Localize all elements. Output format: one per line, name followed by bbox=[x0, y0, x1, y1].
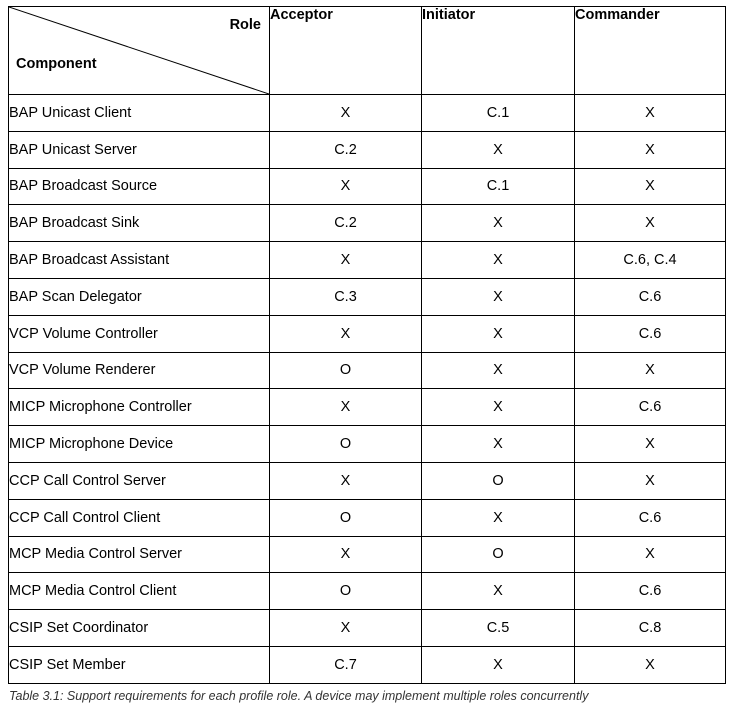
initiator-value-cell: X bbox=[421, 241, 575, 279]
initiator-value-cell: X bbox=[421, 130, 575, 169]
commander-value-cell: C.6 bbox=[574, 498, 726, 537]
column-header-initiator: Initiator bbox=[421, 6, 575, 95]
component-name-cell: CCP Call Control Server bbox=[8, 461, 270, 500]
component-name-cell: BAP Unicast Client bbox=[8, 94, 270, 132]
table-row: BAP Unicast Server C.2 X X bbox=[8, 130, 726, 169]
initiator-value-cell: X bbox=[421, 351, 575, 390]
acceptor-value-cell: X bbox=[269, 609, 422, 647]
commander-value-cell: X bbox=[574, 645, 726, 684]
component-name-cell: MICP Microphone Controller bbox=[8, 388, 270, 427]
initiator-value-cell: O bbox=[421, 535, 575, 574]
component-name-cell: CCP Call Control Client bbox=[8, 498, 270, 537]
acceptor-value-cell: X bbox=[269, 314, 422, 353]
acceptor-value-cell: X bbox=[269, 461, 422, 500]
table-row: BAP Broadcast Source X C.1 X bbox=[8, 167, 726, 206]
component-name-cell: BAP Unicast Server bbox=[8, 130, 270, 169]
commander-value-cell: C.6 bbox=[574, 314, 726, 353]
component-axis-label: Component bbox=[16, 56, 97, 72]
table-body: BAP Unicast Client X C.1 X BAP Unicast Serve… bbox=[8, 94, 726, 684]
acceptor-value-cell: X bbox=[269, 388, 422, 427]
table-row: VCP Volume Renderer O X X bbox=[8, 351, 726, 390]
commander-value-cell: C.6 bbox=[574, 388, 726, 427]
acceptor-value-cell: C.2 bbox=[269, 204, 422, 243]
table-row: BAP Scan Delegator C.3 X C.6 bbox=[8, 277, 726, 316]
initiator-value-cell: X bbox=[421, 204, 575, 243]
acceptor-value-cell: X bbox=[269, 241, 422, 279]
commander-value-cell: X bbox=[574, 167, 726, 206]
table-row: CSIP Set Member C.7 X X bbox=[8, 645, 726, 684]
initiator-value-cell: O bbox=[421, 461, 575, 500]
table-row: BAP Broadcast Sink C.2 X X bbox=[8, 204, 726, 243]
component-name-cell: VCP Volume Renderer bbox=[8, 351, 270, 390]
acceptor-value-cell: O bbox=[269, 425, 422, 463]
table-row: BAP Unicast Client X C.1 X bbox=[8, 94, 726, 132]
component-name-cell: BAP Scan Delegator bbox=[8, 277, 270, 316]
role-axis-label: Role bbox=[229, 17, 261, 33]
commander-value-cell: X bbox=[574, 461, 726, 500]
component-name-cell: MICP Microphone Device bbox=[8, 425, 270, 463]
table-row: VCP Volume Controller X X C.6 bbox=[8, 314, 726, 353]
table-row: MCP Media Control Server X O X bbox=[8, 535, 726, 574]
commander-value-cell: C.8 bbox=[574, 609, 726, 647]
acceptor-value-cell: C.7 bbox=[269, 645, 422, 684]
table-row: MCP Media Control Client O X C.6 bbox=[8, 572, 726, 611]
commander-value-cell: X bbox=[574, 535, 726, 574]
commander-value-cell: X bbox=[574, 130, 726, 169]
initiator-value-cell: C.5 bbox=[421, 609, 575, 647]
initiator-value-cell: X bbox=[421, 425, 575, 463]
initiator-value-cell: X bbox=[421, 277, 575, 316]
support-requirements-table: Role Component Acceptor Initiator Comman… bbox=[8, 6, 726, 684]
component-name-cell: MCP Media Control Client bbox=[8, 572, 270, 611]
acceptor-value-cell: C.2 bbox=[269, 130, 422, 169]
initiator-value-cell: C.1 bbox=[421, 167, 575, 206]
commander-value-cell: X bbox=[574, 425, 726, 463]
commander-value-cell: C.6 bbox=[574, 572, 726, 611]
component-name-cell: BAP Broadcast Sink bbox=[8, 204, 270, 243]
component-name-cell: VCP Volume Controller bbox=[8, 314, 270, 353]
component-name-cell: CSIP Set Coordinator bbox=[8, 609, 270, 647]
initiator-value-cell: X bbox=[421, 645, 575, 684]
commander-value-cell: X bbox=[574, 94, 726, 132]
table-row: CSIP Set Coordinator X C.5 C.8 bbox=[8, 609, 726, 647]
component-name-cell: CSIP Set Member bbox=[8, 645, 270, 684]
acceptor-value-cell: X bbox=[269, 94, 422, 132]
table-caption: Table 3.1: Support requirements for each… bbox=[9, 689, 589, 703]
commander-value-cell: C.6 bbox=[574, 277, 726, 316]
table-row: MICP Microphone Controller X X C.6 bbox=[8, 388, 726, 427]
initiator-value-cell: X bbox=[421, 572, 575, 611]
acceptor-value-cell: X bbox=[269, 167, 422, 206]
acceptor-value-cell: O bbox=[269, 351, 422, 390]
component-name-cell: MCP Media Control Server bbox=[8, 535, 270, 574]
component-name-cell: BAP Broadcast Source bbox=[8, 167, 270, 206]
column-header-commander: Commander bbox=[574, 6, 726, 95]
commander-value-cell: X bbox=[574, 351, 726, 390]
table-row: BAP Broadcast Assistant X X C.6, C.4 bbox=[8, 241, 726, 279]
commander-value-cell: X bbox=[574, 204, 726, 243]
corner-header-cell: Role Component bbox=[8, 6, 270, 95]
component-name-cell: BAP Broadcast Assistant bbox=[8, 241, 270, 279]
acceptor-value-cell: C.3 bbox=[269, 277, 422, 316]
initiator-value-cell: X bbox=[421, 388, 575, 427]
header-row: Role Component Acceptor Initiator Comman… bbox=[8, 6, 726, 95]
table-row: CCP Call Control Server X O X bbox=[8, 461, 726, 500]
diagonal-divider-line bbox=[9, 7, 269, 94]
table-row: MICP Microphone Device O X X bbox=[8, 425, 726, 463]
acceptor-value-cell: X bbox=[269, 535, 422, 574]
acceptor-value-cell: O bbox=[269, 498, 422, 537]
acceptor-value-cell: O bbox=[269, 572, 422, 611]
column-header-acceptor: Acceptor bbox=[269, 6, 422, 95]
initiator-value-cell: X bbox=[421, 498, 575, 537]
commander-value-cell: C.6, C.4 bbox=[574, 241, 726, 279]
initiator-value-cell: X bbox=[421, 314, 575, 353]
initiator-value-cell: C.1 bbox=[421, 94, 575, 132]
table-row: CCP Call Control Client O X C.6 bbox=[8, 498, 726, 537]
